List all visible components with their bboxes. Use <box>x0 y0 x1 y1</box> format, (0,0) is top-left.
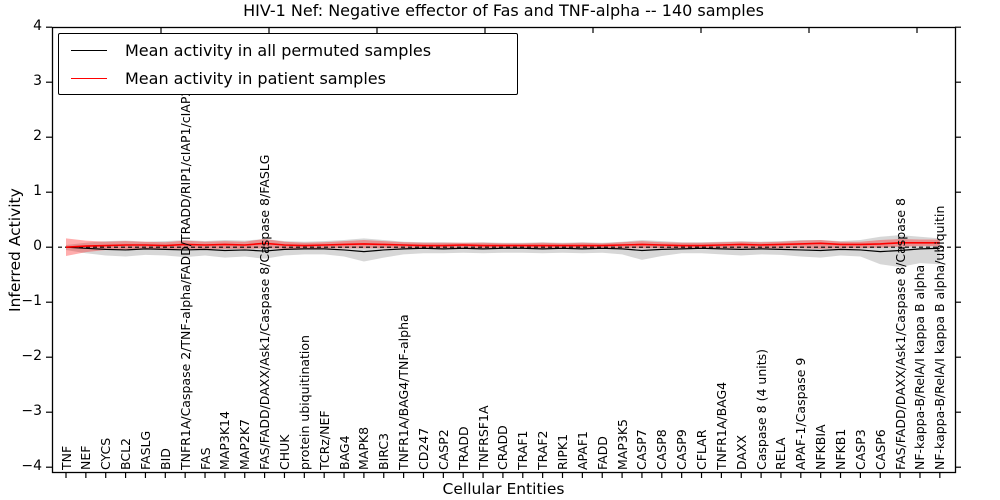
x-tick-label: MAP2K7 <box>237 419 253 470</box>
x-tick-label: CASP9 <box>674 429 690 470</box>
x-tick-label: CASP2 <box>435 429 451 470</box>
y-tick-label: −1 <box>21 293 42 310</box>
x-tick-label: MAP3K14 <box>217 411 233 470</box>
y-tick-label: −2 <box>21 348 42 365</box>
legend-item-permuted: Mean activity in all permuted samples <box>71 41 517 60</box>
y-tick-label: 4 <box>33 18 42 35</box>
x-tick-label: NF-kappa-B/RelA/I kappa B alpha/ubiquiti… <box>932 205 948 470</box>
x-tick-label: CRADD <box>495 425 511 470</box>
permuted-line-swatch <box>71 49 107 51</box>
x-tick-label: MAPK8 <box>356 426 372 470</box>
x-tick-label: BIRC3 <box>376 432 392 470</box>
x-tick-label: NFKBIA <box>813 424 829 470</box>
legend-box: Mean activity in all permuted samples Me… <box>58 33 518 95</box>
x-tick-label: CD247 <box>415 427 431 470</box>
x-tick-label: TNFRSF1A <box>475 405 491 471</box>
x-tick-label: Caspase 8 (4 units) <box>753 348 769 470</box>
x-tick-label: FADD <box>594 436 610 470</box>
confidence-bands-layer <box>66 235 940 267</box>
y-tick-label: −4 <box>21 458 42 475</box>
permuted-samples-range-band <box>66 235 940 267</box>
x-tick-label: CFLAR <box>694 429 710 470</box>
x-tick-label: FAS/FADD/DAXX/Ask1/Caspase 8/Caspase 8/F… <box>257 154 273 470</box>
x-tick-label: TNF <box>58 445 74 470</box>
y-tick-label: 2 <box>33 128 42 145</box>
y-tick-label: −3 <box>21 403 42 420</box>
x-tick-label: APAF-1/Caspase 9 <box>793 357 809 470</box>
plot-frame <box>51 26 957 474</box>
x-tick-label: FASLG <box>137 430 153 470</box>
x-tick-label: protein ubiquitination <box>296 335 312 470</box>
patient-line-swatch <box>71 77 107 79</box>
x-axis-label: Cellular Entities <box>442 480 565 498</box>
y-axis-label: Inferred Activity <box>6 188 24 312</box>
series-lines-layer <box>65 242 940 253</box>
legend-label-patient: Mean activity in patient samples <box>125 68 386 88</box>
y-tick-label: 0 <box>33 238 42 255</box>
x-tick-label: BCL2 <box>118 437 134 470</box>
x-tick-label: TNFR1A/BAG4/TNF-alpha <box>396 314 412 470</box>
patient-mean-line <box>65 242 940 248</box>
legend-label-permuted: Mean activity in all permuted samples <box>125 40 432 60</box>
x-tick-label: BAG4 <box>336 435 352 470</box>
x-tick-label: CASP8 <box>654 429 670 470</box>
x-tick-label: APAF1 <box>574 431 590 470</box>
x-tick-label: FAS/FADD/DAXX/Ask1/Caspase 8/Caspase 8 <box>892 197 908 470</box>
y-tick-label: 1 <box>33 183 42 200</box>
x-tick-label: MAP3K5 <box>614 419 630 470</box>
x-tick-label: TRAF1 <box>515 430 531 470</box>
x-tick-label: FAS <box>197 447 213 470</box>
x-tick-label: CASP7 <box>634 429 650 470</box>
x-tick-label: TCRz/NEF <box>316 410 332 470</box>
x-tick-label: CASP6 <box>872 429 888 470</box>
x-tick-label: NF-kappa-B/RelA/I kappa B alpha <box>912 264 928 470</box>
y-tick-label: 3 <box>33 73 42 90</box>
x-tick-label: NEF <box>78 445 94 470</box>
x-tick-label: NFKB1 <box>833 428 849 470</box>
x-tick-label: TRAF2 <box>535 430 551 470</box>
x-tick-label: DAXX <box>733 434 749 470</box>
x-tick-label: TNFR1A/BAG4 <box>713 381 729 470</box>
x-tick-label: RELA <box>773 437 789 470</box>
x-tick-label: CYCS <box>98 437 114 470</box>
x-tick-label: CHUK <box>276 434 292 470</box>
x-tick-label: RIPK1 <box>555 433 570 470</box>
x-tick-label: BID <box>157 448 173 470</box>
permuted-mean-line <box>65 246 940 253</box>
x-tick-label: TNFR1A/Caspase 2/TNF-alpha/FADD/TRADD/RI… <box>177 44 193 470</box>
x-tick-label: CASP3 <box>852 429 868 470</box>
x-tick-label: TRADD <box>455 426 471 470</box>
legend-item-patient: Mean activity in patient samples <box>71 69 517 88</box>
